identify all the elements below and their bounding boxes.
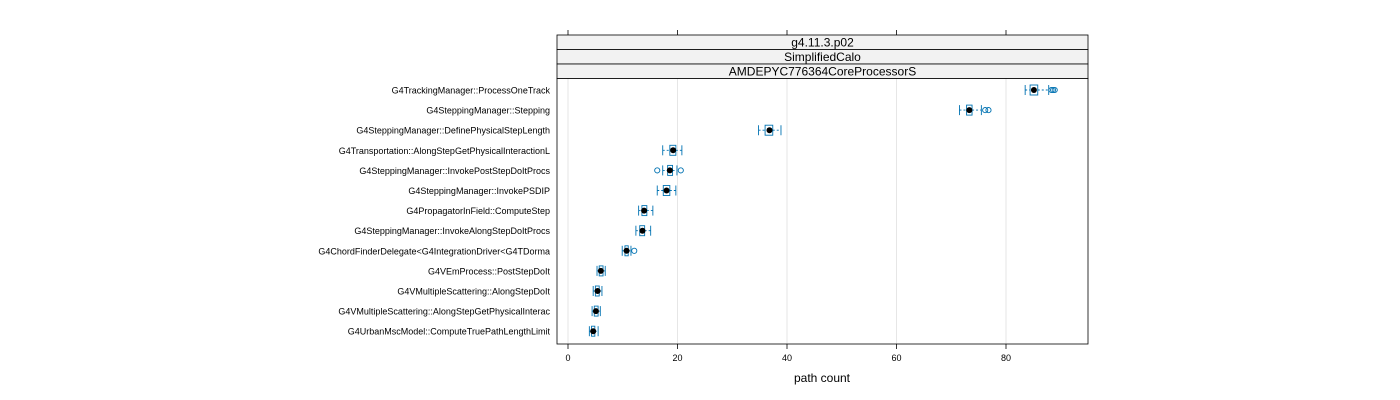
- grid-lines: [567, 78, 1007, 344]
- panel-frame: [556, 78, 1089, 345]
- strip-label: g4.11.3.p02: [791, 36, 854, 50]
- category-label: G4VMultipleScattering::AlongStepDoIt: [397, 287, 550, 297]
- median-dot: [766, 127, 773, 134]
- median-dot: [670, 147, 677, 154]
- box-plot: [758, 124, 782, 136]
- box-plot: [635, 225, 652, 237]
- outlier-point: [1048, 86, 1055, 94]
- x-tick-label: 60: [891, 353, 901, 363]
- median-dot: [641, 207, 648, 214]
- outlier-point: [1050, 86, 1057, 94]
- median-dot: [623, 247, 630, 254]
- box-plot: [592, 285, 603, 297]
- box-plot: [596, 265, 606, 277]
- category-label: G4UrbanMscModel::ComputeTruePathLengthLi…: [348, 327, 551, 337]
- x-axis-ticks: 0 20 40 60 80: [565, 30, 1011, 363]
- box-plot: [1024, 84, 1058, 96]
- outlier-point: [982, 107, 989, 114]
- category-label: G4Transportation::AlongStepGetPhysicalIn…: [339, 146, 550, 156]
- outlier-point: [1051, 86, 1058, 94]
- category-label: G4SteppingManager::InvokePSDIP: [408, 186, 550, 196]
- box-plot: [662, 144, 683, 156]
- median-dot: [666, 167, 673, 174]
- x-tick-label: 40: [782, 353, 792, 363]
- median-dot: [663, 187, 670, 194]
- category-label: G4SteppingManager::Stepping: [426, 106, 550, 116]
- strip-background: [556, 63, 1089, 79]
- median-dot: [597, 267, 604, 274]
- box-iqr: [662, 185, 671, 196]
- category-label: G4SteppingManager::InvokeAlongStepDoItPr…: [354, 226, 550, 236]
- box-plot: [621, 245, 638, 257]
- box-plot: [654, 164, 684, 176]
- strip-label: SimplifiedCalo: [784, 50, 861, 64]
- median-dot: [639, 227, 646, 234]
- box-iqr: [764, 124, 774, 136]
- x-tick-label: 0: [565, 353, 570, 363]
- category-label: G4VMultipleScattering::AlongStepGetPhysi…: [338, 307, 550, 317]
- median-dot: [1030, 87, 1037, 93]
- x-tick-label: 80: [1001, 353, 1011, 363]
- category-label: G4SteppingManager::InvokePostStepDoItPro…: [359, 166, 550, 176]
- category-label: G4PropagatorInField::ComputeStep: [406, 206, 550, 216]
- strip-headers: g4.11.3.p02SimplifiedCaloAMDEPYC776364Co…: [556, 34, 1089, 79]
- x-axis-title: path count: [794, 371, 851, 385]
- category-label: G4ChordFinderDelegate<G4IntegrationDrive…: [318, 246, 550, 256]
- outlier-point: [631, 247, 638, 254]
- box-plot: [638, 205, 654, 217]
- panel-border: [556, 78, 1089, 345]
- box-iqr: [1029, 84, 1039, 96]
- box-plot: [588, 325, 599, 337]
- strip-label: AMDEPYC776364CoreProcessorS: [729, 65, 916, 79]
- outlier-point: [654, 167, 661, 174]
- box-plot: [591, 305, 601, 317]
- category-label: G4SteppingManager::DefinePhysicalStepLen…: [356, 126, 550, 136]
- outlier-point: [677, 167, 684, 174]
- box-plot: [656, 185, 677, 196]
- x-tick-label: 20: [672, 353, 682, 363]
- median-dot: [594, 288, 601, 294]
- box-plot: [959, 104, 992, 116]
- box-series: [588, 84, 1058, 337]
- category-labels: G4TrackingManager::ProcessOneTrackG4Step…: [318, 86, 550, 337]
- median-dot: [592, 308, 599, 315]
- category-label: G4TrackingManager::ProcessOneTrack: [392, 86, 551, 96]
- outlier-point: [985, 107, 992, 114]
- median-dot: [590, 328, 597, 335]
- median-dot: [966, 107, 973, 114]
- category-label: G4VEmProcess::PostStepDoIt: [428, 266, 551, 276]
